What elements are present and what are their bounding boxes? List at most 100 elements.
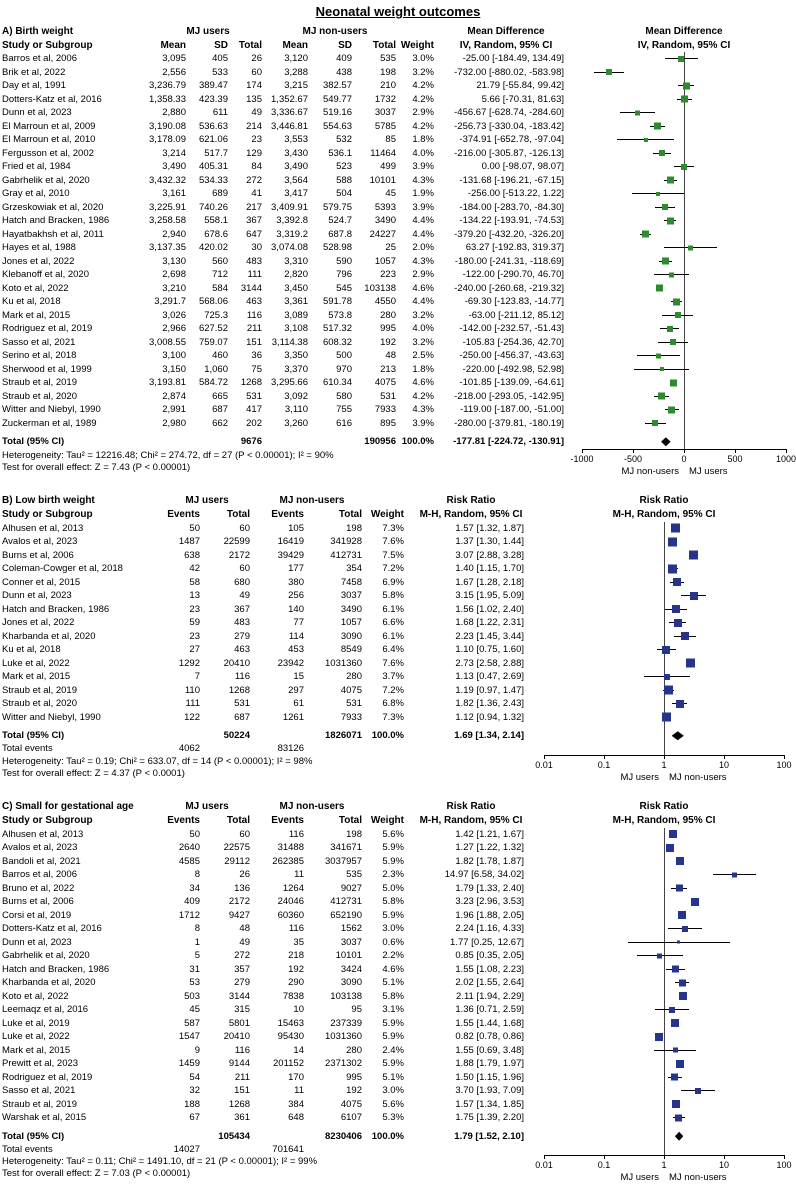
value-cell: 3,074.08 <box>271 242 308 254</box>
value-cell: 9 <box>194 1044 200 1056</box>
value-cell: 610.34 <box>322 377 352 389</box>
value-cell: 7458 <box>340 576 362 588</box>
effect-estimate-marker <box>606 69 613 76</box>
effect-estimate-marker <box>682 925 688 932</box>
value-cell: 531 <box>246 390 262 402</box>
value-cell: 1562 <box>340 923 362 935</box>
value-cell: 689 <box>212 188 228 200</box>
value-cell: 591.78 <box>322 296 352 308</box>
study-row: Sasso et al, 2021 32 151 11 192 3.0% 3.70 [1.9… <box>0 1084 796 1098</box>
study-name: Hatch and Bracken, 1986 <box>2 215 110 227</box>
value-cell: 3,370 <box>284 363 308 375</box>
value-cell: 409 <box>184 896 200 908</box>
study-name: Barros et al, 2006 <box>2 53 77 65</box>
effect-estimate-marker <box>671 523 681 533</box>
value-cell: 198 <box>346 828 362 840</box>
effect-ci-text: 1.42 [1.21, 1.67] <box>455 828 524 840</box>
value-cell: 5.9% <box>382 842 404 854</box>
effect-ci-text: 1.19 [0.97, 1.47] <box>455 684 524 696</box>
value-cell: 621.06 <box>198 134 228 146</box>
study-name: Gabrhelik et al, 2020 <box>2 950 90 962</box>
study-row: Fergusson et al, 2002 3,214 517.7 129 3,430 5… <box>0 146 796 160</box>
value-cell: 67 <box>189 1112 200 1124</box>
value-cell: 389.47 <box>198 80 228 92</box>
value-cell: 367 <box>234 603 250 615</box>
plot-axis: 0.01 0.1 1 10 100 MJ users MJ non-users <box>532 754 796 795</box>
study-row: Barros et al, 2006 8 26 11 535 2.3% 14.97 [6.5… <box>0 868 796 882</box>
value-cell: 201152 <box>273 1058 304 1070</box>
favours-left-label: MJ non-users <box>621 465 679 477</box>
effect-estimate-marker <box>678 55 685 62</box>
value-cell: 2.2% <box>382 950 404 962</box>
forest-plot-cell <box>532 548 796 562</box>
value-cell: 315 <box>234 1004 250 1016</box>
value-cell: 590 <box>336 255 352 267</box>
effect-estimate-marker <box>676 1059 685 1068</box>
value-cell: 83126 <box>277 743 304 754</box>
value-cell: 895 <box>380 417 396 429</box>
value-cell: 36 <box>251 350 262 362</box>
effect-measure-plot-header: Risk Ratio <box>639 495 689 506</box>
null-effect-line <box>684 416 685 430</box>
panel-label: C) Small for gestational age <box>2 801 134 812</box>
value-cell: 6.9% <box>382 576 404 588</box>
column-header: Mean <box>282 39 308 51</box>
value-cell: 15463 <box>277 1017 304 1029</box>
value-cell: 367 <box>246 215 262 227</box>
study-name: Hayes et al, 1988 <box>2 242 76 254</box>
value-cell: 680 <box>234 576 250 588</box>
value-cell: 23942 <box>277 657 304 669</box>
value-cell: 211 <box>234 1071 250 1083</box>
null-effect-line <box>664 535 665 549</box>
effect-ci-text: 1.79 [1.52, 2.10] <box>454 1130 524 1142</box>
value-cell: 35 <box>293 936 304 948</box>
forest-plot-cell <box>572 349 796 363</box>
axis-tick-label: 0.01 <box>535 1160 553 1170</box>
value-cell: 2640 <box>178 842 200 854</box>
effect-estimate-marker <box>659 367 664 372</box>
study-name: Kharbanda et al, 2020 <box>2 630 96 642</box>
null-effect-line <box>664 548 665 562</box>
study-row: Witter and Niebyl, 1990 122 687 1261 7933 7.3… <box>0 710 796 724</box>
value-cell: 111 <box>185 698 200 710</box>
value-cell: 3,130 <box>162 255 186 267</box>
effect-estimate-marker <box>656 353 661 359</box>
value-cell: 24046 <box>277 896 304 908</box>
null-effect-line <box>684 430 685 435</box>
effect-measure-plot-header: Risk Ratio <box>639 801 689 812</box>
study-name: Conner et al, 2015 <box>2 576 81 588</box>
footnote-line: Test for overall effect: Z = 4.37 (P < 0… <box>2 767 185 779</box>
value-cell: 9676 <box>240 436 262 448</box>
value-cell: 4.2% <box>412 80 434 92</box>
forest-plot-cell <box>532 710 796 724</box>
value-cell: 3,336.67 <box>271 107 308 119</box>
forest-plot-cell <box>532 976 796 990</box>
value-cell: 3,432.32 <box>149 174 186 186</box>
value-cell: 14027 <box>173 1143 200 1155</box>
axis-tick-label: 500 <box>727 453 743 464</box>
effect-estimate-marker <box>670 339 677 346</box>
value-cell: 1.8% <box>412 363 434 375</box>
null-effect-line <box>684 187 685 201</box>
study-name: Kharbanda et al, 2020 <box>2 977 96 989</box>
axis-tick <box>604 1155 605 1159</box>
value-cell: 279 <box>234 630 250 642</box>
effect-ci-text: -105.83 [-254.36, 42.70] <box>462 336 564 348</box>
axis-tick <box>735 448 736 453</box>
study-row: Rodriguez et al, 2019 54 211 170 995 5.1% 1.50… <box>0 1070 796 1084</box>
effect-estimate-marker <box>681 95 689 103</box>
axis-tick-label: 0.1 <box>597 759 611 770</box>
value-cell: 174 <box>246 80 262 92</box>
forest-plot-cell <box>572 214 796 228</box>
effect-ci-text: -732.00 [-880.02, -583.98] <box>454 66 564 78</box>
effect-estimate-marker <box>658 392 666 400</box>
study-name: Hatch and Bracken, 1986 <box>2 603 110 615</box>
forest-plot-cell <box>532 868 796 882</box>
effect-ci-text: 1.75 [1.39, 2.20] <box>455 1112 524 1124</box>
value-cell: 499 <box>380 161 396 173</box>
value-cell: 648 <box>288 1112 304 1124</box>
value-cell: 4550 <box>374 296 396 308</box>
study-name: Jones et al, 2022 <box>2 255 75 267</box>
study-name: Prewitt et al, 2023 <box>2 1058 79 1070</box>
effect-estimate-marker <box>662 712 672 722</box>
